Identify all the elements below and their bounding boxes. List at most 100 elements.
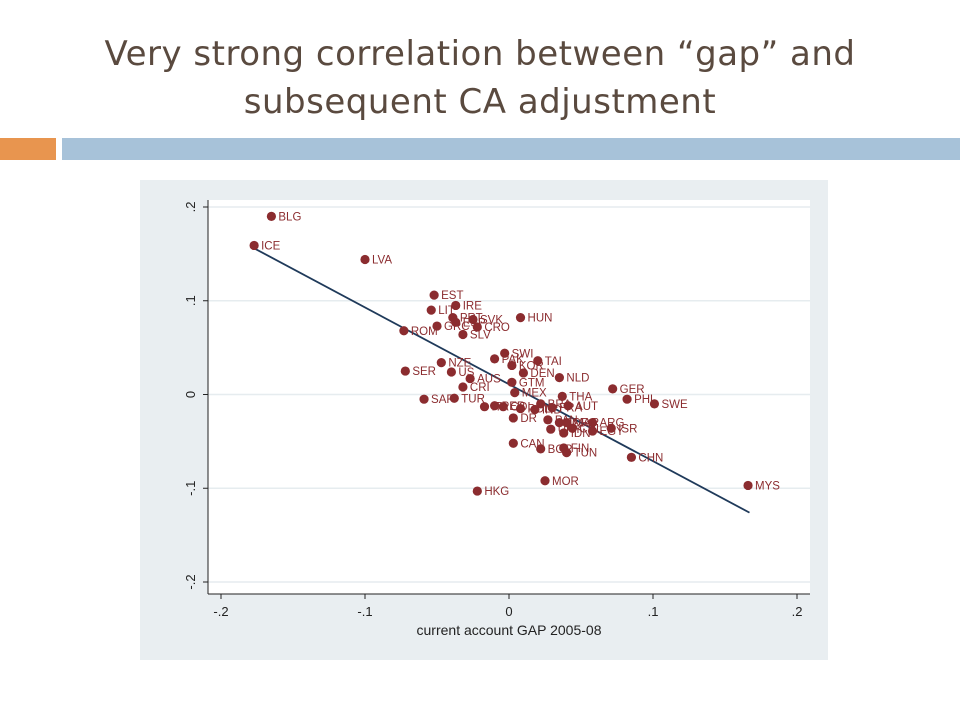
point-label-slv: SLV	[470, 330, 491, 342]
point-label-svk: SVK	[480, 315, 503, 327]
point-svk	[468, 314, 478, 325]
point-chn	[626, 452, 636, 462]
point-label-chn: CHN	[638, 452, 663, 464]
point-label-aut: AUT	[575, 401, 598, 413]
point-ser	[400, 366, 410, 376]
plot-area	[208, 200, 810, 594]
points-layer: BLGICELVAESTIRELITPRTSVKHUNESPCROGRCROMS…	[249, 211, 780, 498]
point-nld	[554, 373, 564, 383]
point-phl	[622, 394, 632, 404]
point-swi	[500, 348, 510, 358]
point-label-hkg: HKG	[484, 486, 509, 498]
point-tha	[557, 391, 567, 401]
point-col	[498, 402, 508, 412]
x-tick-label-2: 0	[505, 604, 512, 619]
accent-bar-orange	[0, 138, 56, 160]
y-tick-label-3: .1	[183, 295, 198, 306]
point-mex	[510, 388, 520, 398]
point-chl	[567, 423, 577, 433]
point-label-arg: ARG	[600, 418, 625, 430]
point-ind	[530, 404, 540, 415]
point-label-blg: BLG	[278, 211, 301, 223]
point-mor	[540, 476, 550, 486]
point-label-mys: MYS	[755, 480, 780, 492]
grid-lines	[208, 206, 810, 583]
point-jor	[554, 418, 564, 428]
point-label-per: PER	[502, 401, 526, 413]
y-tick-label-4: .2	[183, 202, 198, 213]
point-nze	[436, 358, 446, 368]
point-bra	[536, 399, 546, 409]
scatter-chart: -.2 -.1 0.1.2-.2-.10.1.2 BLGICELVAESTIRELI…	[183, 200, 810, 638]
point-mar	[562, 418, 572, 428]
point-label-ser: SER	[412, 366, 436, 378]
point-label-tai: TAI	[545, 356, 562, 368]
point-slv	[458, 329, 468, 340]
x-tick-label-3: .1	[648, 604, 659, 619]
point-can	[508, 438, 518, 448]
chart-panel: -.2 -.1 0.1.2 -.2 -.1 0.1.2 BLG ICE LVA EST IRE LI…	[140, 180, 828, 660]
point-gtm	[507, 377, 517, 387]
point-label-tha: THA	[569, 391, 592, 403]
point-label-lva: LVA	[372, 255, 392, 267]
x-tick-label-0: -.2	[213, 604, 228, 619]
title-line-1: Very strong correlation between “gap” an…	[104, 34, 856, 74]
point-idn	[559, 428, 569, 438]
point-lva	[360, 254, 370, 265]
point-cro	[472, 322, 482, 332]
point-tur	[449, 393, 459, 403]
point-label-ind: IND	[542, 405, 562, 417]
point-label-idn: IDN	[571, 428, 591, 440]
point-label-nld: NLD	[566, 373, 589, 385]
fit-line-layer	[253, 247, 750, 514]
point-label-swi: SWI	[512, 348, 534, 360]
point-fra	[547, 403, 557, 413]
point-label-est: EST	[441, 290, 463, 302]
point-label-ice: ICE	[261, 240, 281, 252]
point-den	[518, 368, 528, 378]
point-label-cro: CRO	[484, 322, 510, 334]
point-us	[446, 367, 456, 377]
point-tai	[533, 356, 543, 366]
fit-line	[253, 247, 750, 514]
point-ury	[546, 424, 556, 434]
point-mys	[743, 480, 753, 491]
point-ger	[608, 384, 618, 394]
point-hun	[515, 313, 526, 323]
point-label-dr: DR	[520, 413, 537, 425]
point-rom	[399, 326, 409, 336]
point-isr	[606, 423, 616, 433]
title-line-2: subsequent CA adjustment	[243, 82, 717, 122]
x-axis-title: current account GAP 2005-08	[417, 622, 602, 638]
point-ita	[479, 402, 490, 412]
point-label-mor: MOR	[552, 476, 579, 488]
point-label-tun: TUN	[574, 448, 598, 460]
point-ice	[249, 240, 259, 251]
point-label-mex: MEX	[522, 388, 547, 400]
point-label-egy: EGY	[600, 426, 625, 438]
point-label-fra: FRA	[559, 403, 582, 415]
point-esp	[451, 317, 461, 327]
point-label-ire: IRE	[463, 300, 483, 312]
point-label-cri: CRI	[470, 382, 490, 394]
y-tick-label-1: -.1	[183, 481, 198, 496]
point-label-hun: HUN	[528, 313, 553, 325]
point-label-aus: AUS	[477, 374, 501, 386]
point-dr	[508, 413, 518, 423]
point-label-saf: SAF	[431, 394, 453, 406]
point-saf	[419, 394, 429, 404]
point-per	[490, 401, 500, 411]
point-aut	[563, 401, 573, 411]
point-arg	[587, 418, 598, 428]
accent-bar-blue	[62, 138, 960, 160]
point-cri	[458, 382, 468, 392]
point-blg	[266, 211, 276, 221]
point-lit	[426, 305, 436, 315]
point-label-nze: NZE	[448, 358, 471, 370]
point-label-rom: ROM	[411, 326, 438, 338]
point-label-ger: GER	[620, 384, 645, 396]
point-est	[429, 290, 439, 300]
point-tun	[562, 448, 572, 458]
point-label-isr: ISR	[618, 423, 637, 435]
point-label-fin: FIN	[571, 443, 590, 455]
